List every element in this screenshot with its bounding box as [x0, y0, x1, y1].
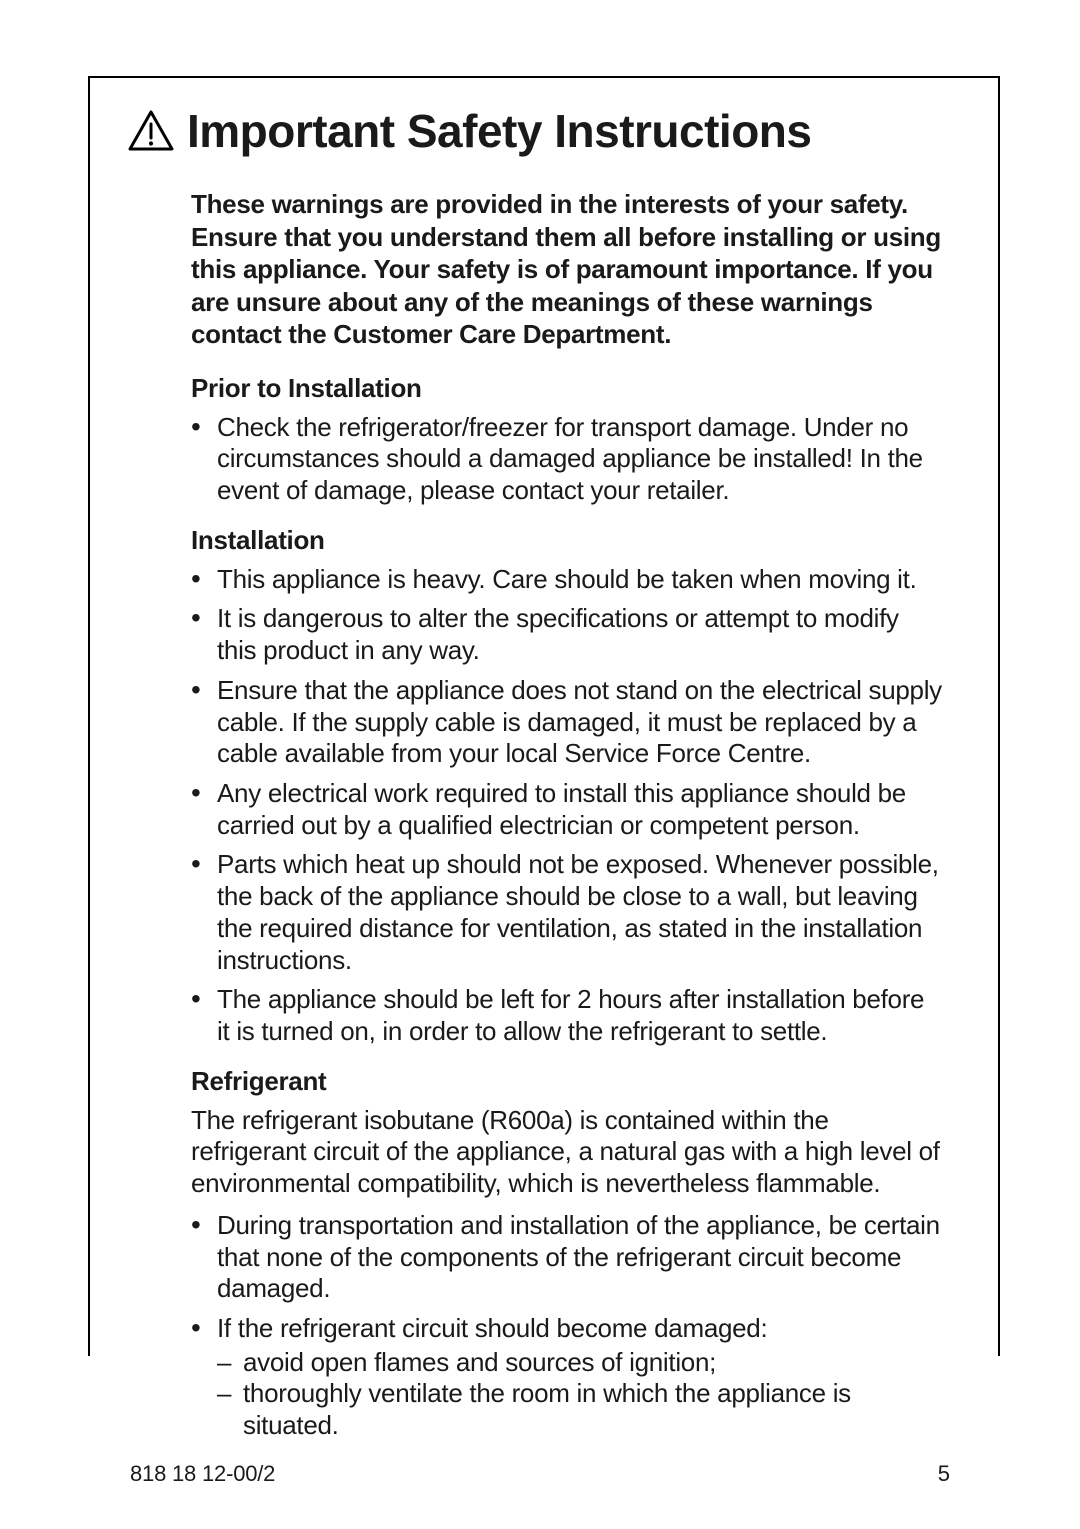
list-item: avoid open flames and sources of ignitio…: [217, 1347, 942, 1379]
footer-page-number: 5: [938, 1461, 950, 1487]
page-title: Important Safety Instructions: [187, 104, 811, 158]
list-item: Any electrical work required to install …: [191, 778, 942, 841]
list-item: The appliance should be left for 2 hours…: [191, 984, 942, 1047]
bullets-prior: Check the refrigerator/freezer for trans…: [191, 412, 942, 507]
list-item: During transportation and installation o…: [191, 1210, 942, 1305]
heading-installation: Installation: [191, 525, 942, 556]
nested-lead: If the refrigerant circuit should become…: [217, 1313, 767, 1343]
page-content: Important Safety Instructions These warn…: [127, 104, 942, 1460]
refrigerant-paragraph: The refrigerant isobutane (R600a) is con…: [191, 1105, 942, 1200]
list-item: Ensure that the appliance does not stand…: [191, 675, 942, 770]
title-row: Important Safety Instructions: [127, 104, 942, 158]
list-item: This appliance is heavy. Care should be …: [191, 564, 942, 596]
dashes-refrigerant: avoid open flames and sources of ignitio…: [217, 1347, 942, 1442]
bullets-installation: This appliance is heavy. Care should be …: [191, 564, 942, 1048]
heading-refrigerant: Refrigerant: [191, 1066, 942, 1097]
list-item: Parts which heat up should not be expose…: [191, 849, 942, 976]
bullets-refrigerant: During transportation and installation o…: [191, 1210, 942, 1442]
list-item: thoroughly ventilate the room in which t…: [217, 1378, 942, 1441]
intro-paragraph: These warnings are provided in the inter…: [191, 188, 942, 351]
heading-prior: Prior to Installation: [191, 373, 942, 404]
list-item: If the refrigerant circuit should become…: [191, 1313, 942, 1442]
footer-doc-number: 818 18 12-00/2: [130, 1461, 275, 1487]
warning-triangle-icon: [127, 110, 175, 152]
list-item: It is dangerous to alter the specificati…: [191, 603, 942, 666]
list-item: Check the refrigerator/freezer for trans…: [191, 412, 942, 507]
